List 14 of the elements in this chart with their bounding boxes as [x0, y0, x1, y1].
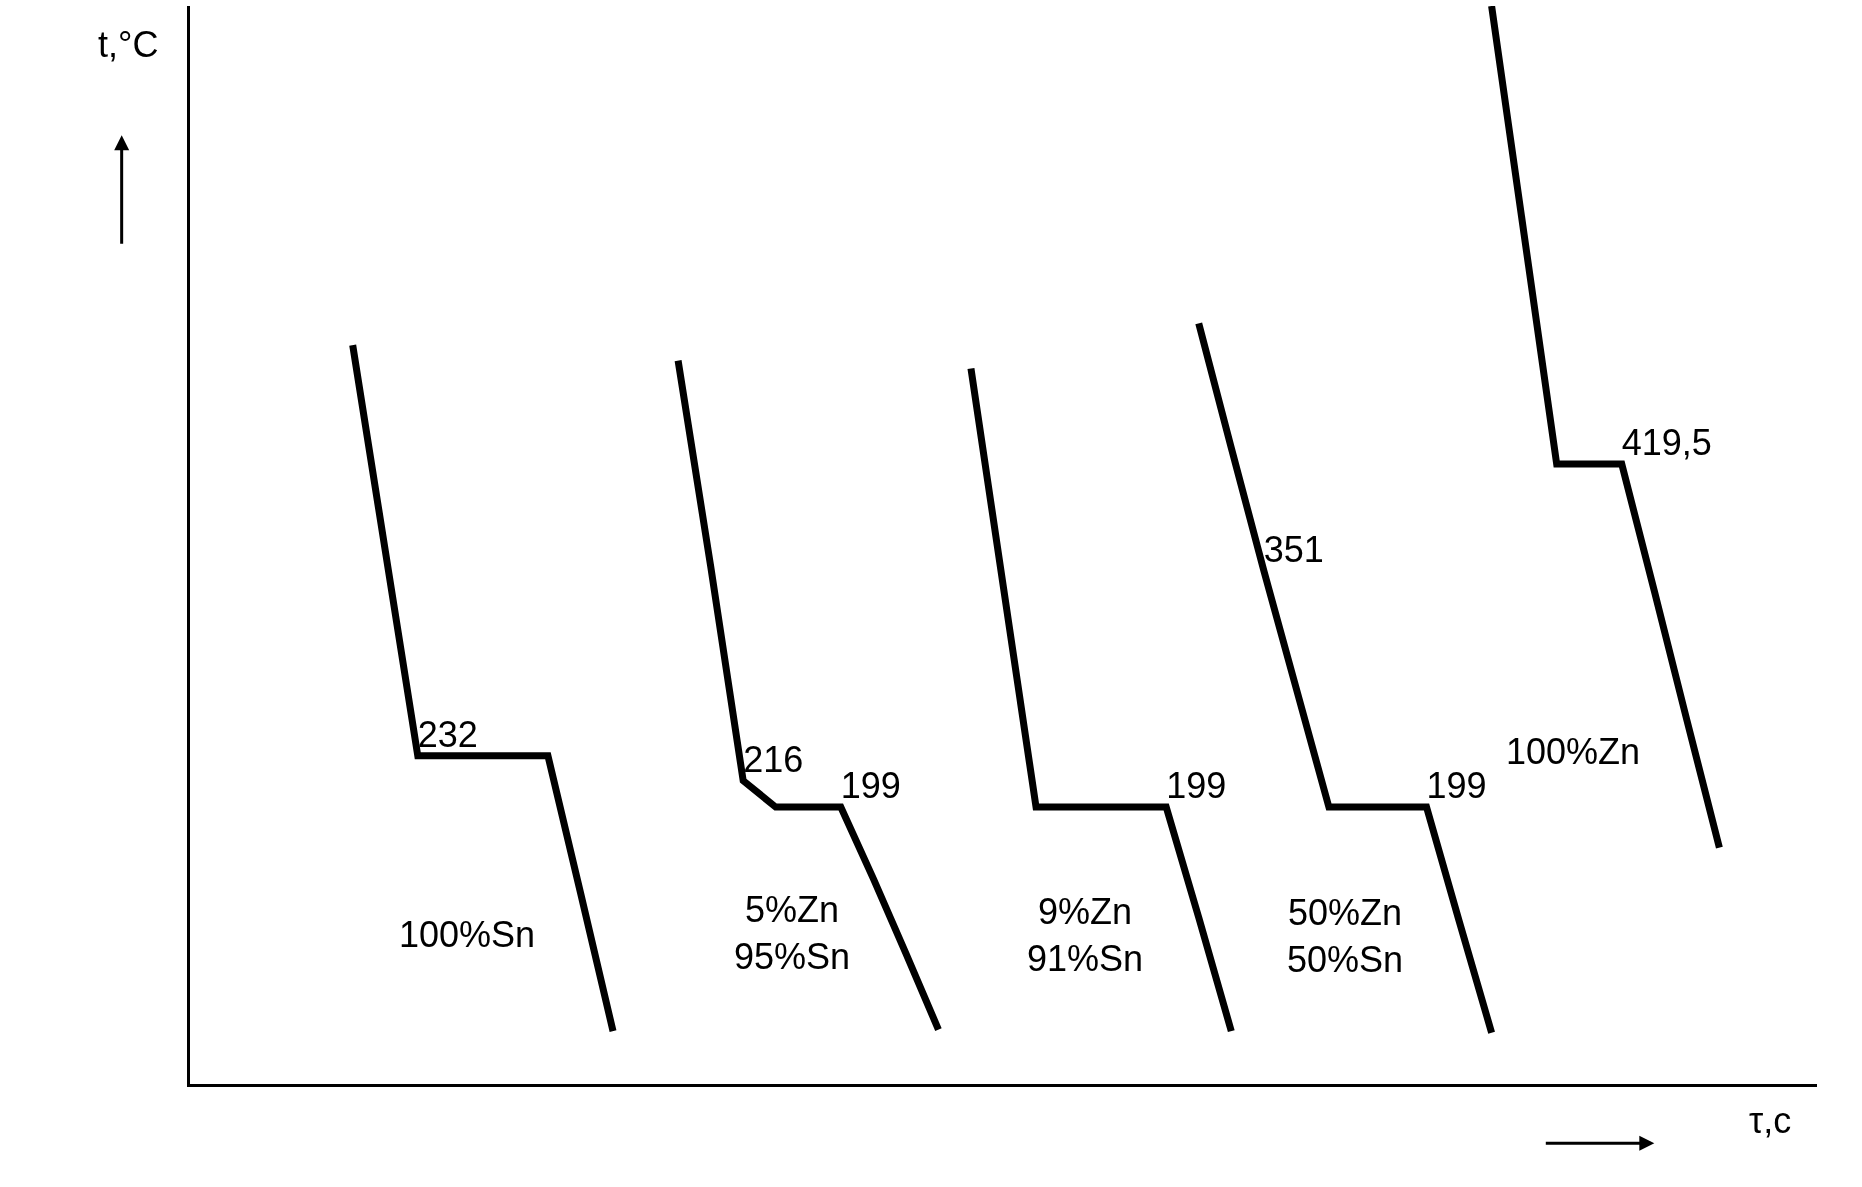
series-label: 50%Zn 50%Sn [1287, 892, 1404, 980]
data-label: 199 [1166, 765, 1227, 807]
data-label: 419,5 [1621, 422, 1712, 464]
series-label: 9%Zn 91%Sn [1027, 891, 1144, 979]
y-axis-title: t,°C [98, 24, 159, 65]
data-label: 232 [417, 713, 478, 755]
data-label: 351 [1263, 528, 1324, 570]
data-label: 216 [743, 738, 804, 780]
series-label: 100%Sn [399, 914, 536, 955]
data-label: 199 [840, 765, 901, 807]
x-axis-title: τ,c [1749, 1100, 1792, 1141]
series-label: 5%Zn 95%Sn [734, 889, 851, 977]
data-label: 199 [1426, 765, 1487, 807]
series-label: 100%Zn [1506, 731, 1641, 772]
